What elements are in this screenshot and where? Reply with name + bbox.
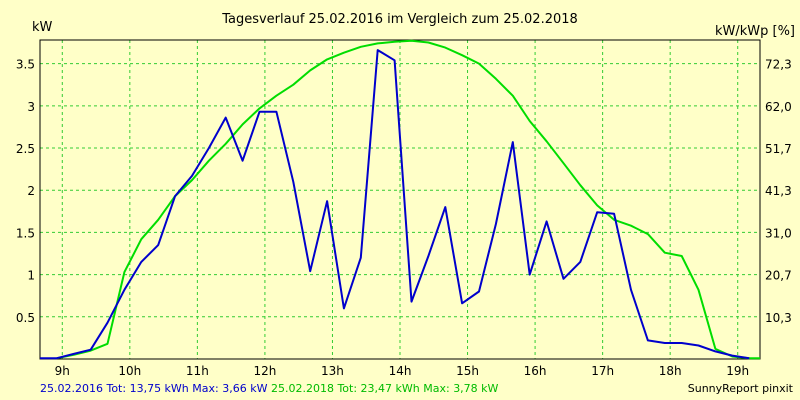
y-ticks-left: 0.5 1 1.5 2 2.5 3 3.5 <box>16 58 35 325</box>
x-tick-label: 17h <box>591 364 614 378</box>
x-tick-label: 16h <box>524 364 547 378</box>
x-tick-label: 12h <box>253 364 276 378</box>
x-tick-label: 14h <box>389 364 412 378</box>
footer-credit: SunnyReport pinxit <box>687 382 793 395</box>
footer: 25.02.2016 Tot: 13,75 kWh Max: 3,66 kW 2… <box>0 382 800 398</box>
footer-summary: 25.02.2016 Tot: 13,75 kWh Max: 3,66 kW 2… <box>40 382 498 395</box>
series-group <box>40 39 760 360</box>
series-line-2 <box>56 39 760 360</box>
y-tick-right-label: 72,3 <box>765 58 792 72</box>
footer-series-2: 25.02.2018 Tot: 23,47 kWh Max: 3,78 kW <box>270 382 499 395</box>
y-tick-left-label: 2.5 <box>16 142 35 156</box>
plot-frame <box>39 39 761 360</box>
x-tick-label: 10h <box>118 364 141 378</box>
y-ticks-right: 10,3 20,7 31,0 41,3 51,7 62,0 72,3 <box>765 58 792 325</box>
y-tick-left-label: 3 <box>27 100 35 114</box>
y-tick-left-label: 3.5 <box>16 58 35 72</box>
x-tick-label: 15h <box>456 364 479 378</box>
y-tick-right-label: 31,0 <box>765 226 792 240</box>
x-tick-label: 13h <box>321 364 344 378</box>
grid <box>40 40 760 359</box>
y-tick-right-label: 41,3 <box>765 184 792 198</box>
x-tick-label: 9h <box>55 364 70 378</box>
y-tick-right-label: 51,7 <box>765 142 792 156</box>
x-tick-label: 18h <box>659 364 682 378</box>
x-ticks: 9h 10h 11h 12h 13h 14h 15h 16h 17h 18h 19h <box>55 364 749 378</box>
y-tick-left-label: 1.5 <box>16 226 35 240</box>
footer-series-1: 25.02.2016 Tot: 13,75 kWh Max: 3,66 kW <box>40 382 268 395</box>
x-tick-label: 11h <box>186 364 209 378</box>
y-tick-left-label: 0.5 <box>16 311 35 325</box>
y-axis-right-label: kW/kWp [%] <box>715 24 795 39</box>
series-line-1 <box>40 49 750 360</box>
y-axis-left-label: kW <box>32 20 53 35</box>
y-tick-right-label: 20,7 <box>765 269 792 283</box>
y-tick-right-label: 10,3 <box>765 311 792 325</box>
x-tick-label: 19h <box>726 364 749 378</box>
y-tick-right-label: 62,0 <box>765 100 792 114</box>
y-tick-left-label: 1 <box>27 269 35 283</box>
y-tick-left-label: 2 <box>27 184 35 198</box>
chart-title: Tagesverlauf 25.02.2016 im Vergleich zum… <box>221 12 578 27</box>
